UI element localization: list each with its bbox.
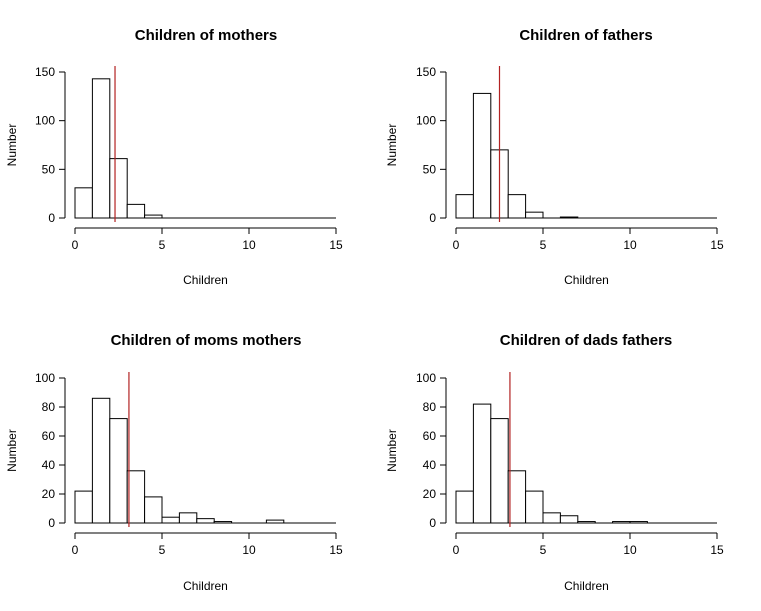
histogram-bar — [91, 78, 111, 219]
histogram-bar — [74, 187, 93, 219]
histogram-bar — [490, 418, 509, 524]
x-tick-label: 0 — [453, 543, 460, 557]
chart-title: Children of dads fathers — [500, 332, 673, 349]
y-tick-label: 40 — [42, 458, 56, 472]
histogram-bar — [91, 397, 111, 524]
x-tick-label: 15 — [710, 543, 724, 557]
x-tick-label: 15 — [329, 238, 343, 252]
x-tick-label: 5 — [159, 238, 166, 252]
x-tick-label: 0 — [453, 238, 460, 252]
histogram-bar — [455, 490, 474, 524]
histogram-bar — [196, 518, 215, 524]
y-tick-label: 100 — [416, 371, 436, 385]
y-tick-label: 100 — [35, 114, 55, 128]
chart-title: Children of mothers — [135, 27, 278, 44]
histogram-bar — [472, 92, 492, 219]
x-tick-label: 5 — [540, 543, 547, 557]
y-tick-label: 0 — [429, 516, 436, 530]
x-tick-label: 15 — [710, 238, 724, 252]
y-tick-label: 100 — [35, 371, 55, 385]
y-tick-label: 0 — [48, 211, 55, 225]
y-tick-label: 100 — [416, 114, 436, 128]
histogram-bar — [126, 470, 146, 524]
histogram-bar — [109, 418, 128, 524]
y-axis-label: Number — [5, 124, 19, 167]
histogram-bar — [507, 194, 527, 219]
histogram-bar — [472, 403, 492, 524]
y-tick-label: 20 — [42, 487, 56, 501]
histogram-bar — [559, 515, 579, 524]
y-tick-label: 0 — [48, 516, 55, 530]
x-tick-label: 10 — [242, 238, 256, 252]
histogram-bar — [525, 490, 544, 524]
histogram-bar — [455, 194, 474, 219]
y-tick-label: 40 — [423, 458, 437, 472]
x-tick-label: 5 — [540, 238, 547, 252]
histogram-bar — [161, 516, 180, 524]
histogram-bar — [109, 158, 128, 219]
x-tick-label: 0 — [72, 238, 79, 252]
y-axis-label: Number — [385, 429, 399, 472]
x-tick-label: 15 — [329, 543, 343, 557]
y-tick-label: 50 — [423, 162, 437, 176]
y-tick-label: 20 — [423, 487, 437, 501]
histogram-bar — [144, 496, 163, 524]
y-axis-label: Number — [385, 124, 399, 167]
x-axis-label: Children — [564, 273, 609, 287]
y-tick-label: 150 — [35, 65, 55, 79]
histogram-bar — [507, 470, 527, 524]
chart-title: Children of fathers — [519, 27, 652, 44]
histogram-bar — [126, 203, 146, 219]
histogram-bar — [74, 490, 93, 524]
x-axis-label: Children — [183, 273, 228, 287]
x-tick-label: 5 — [159, 543, 166, 557]
y-axis-label: Number — [5, 429, 19, 472]
y-tick-label: 80 — [423, 400, 437, 414]
x-axis-label: Children — [564, 579, 609, 593]
y-tick-label: 80 — [42, 400, 56, 414]
x-tick-label: 10 — [623, 543, 637, 557]
histogram-bar — [542, 512, 561, 524]
y-tick-label: 50 — [42, 162, 56, 176]
histogram-bar — [525, 211, 544, 219]
y-tick-label: 150 — [416, 65, 436, 79]
x-axis-label: Children — [183, 579, 228, 593]
histogram-bar — [178, 512, 198, 524]
x-tick-label: 10 — [242, 543, 256, 557]
y-tick-label: 60 — [423, 429, 437, 443]
x-tick-label: 0 — [72, 543, 79, 557]
y-tick-label: 60 — [42, 429, 56, 443]
chart-title: Children of moms mothers — [111, 332, 302, 349]
y-tick-label: 0 — [429, 211, 436, 225]
x-tick-label: 10 — [623, 238, 637, 252]
